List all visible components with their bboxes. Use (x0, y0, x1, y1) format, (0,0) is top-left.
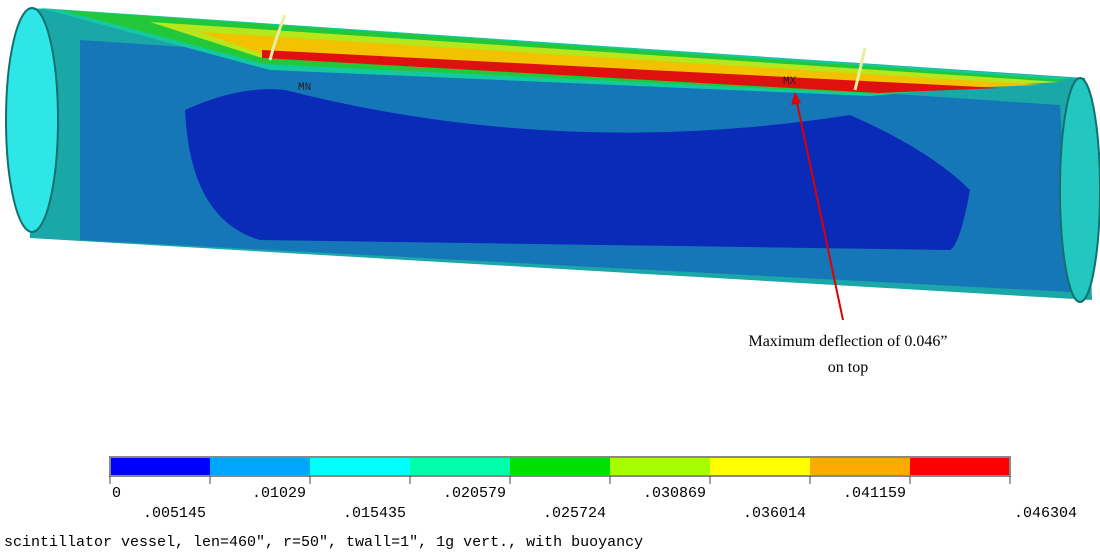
legend-label: .005145 (143, 505, 206, 522)
legend-swatch (510, 457, 610, 476)
color-legend: 0 .005145 .01029 .015435 .020579 .025724 .0308… (109, 456, 1077, 522)
end-cap-left (5, 7, 59, 233)
legend-swatch (710, 457, 810, 476)
band-red (262, 50, 1000, 93)
caption: scintillator vessel, len=460", r=50", tw… (4, 534, 643, 551)
legend-frame (109, 456, 1011, 477)
legend-label: .020579 (443, 485, 506, 502)
legend-label: 0 (112, 485, 121, 502)
legend-label: .041159 (843, 485, 906, 502)
end-cap-right (1059, 77, 1100, 303)
legend-swatch (210, 457, 310, 476)
min-marker: MN (298, 82, 311, 94)
legend-label: .036014 (743, 505, 806, 522)
ring-stiffener (268, 14, 287, 61)
vessel-low-zone (185, 89, 970, 250)
legend-label: .030869 (643, 485, 706, 502)
annotation-text: Maximum deflection of 0.046” (748, 333, 947, 350)
annotation: Maximum deflection of 0.046” on top (748, 92, 948, 376)
legend-label: .015435 (343, 505, 406, 522)
legend-label: .046304 (1014, 505, 1077, 522)
legend-swatch (410, 457, 510, 476)
arrow-head (791, 92, 801, 105)
legend-label: .01029 (252, 485, 306, 502)
annotation-arrow (795, 97, 844, 321)
legend-swatch (910, 457, 1010, 476)
annotation-text: on top (828, 359, 868, 376)
max-marker: MX (783, 76, 797, 88)
legend-swatch (810, 457, 910, 476)
legend-swatch (110, 457, 210, 476)
ring-stiffener (853, 47, 867, 91)
band-orange (200, 32, 1040, 91)
legend-label: .025724 (543, 505, 606, 522)
legend-swatch (610, 457, 710, 476)
vessel-model: MN MX (5, 7, 1100, 303)
legend-swatch (310, 457, 410, 476)
